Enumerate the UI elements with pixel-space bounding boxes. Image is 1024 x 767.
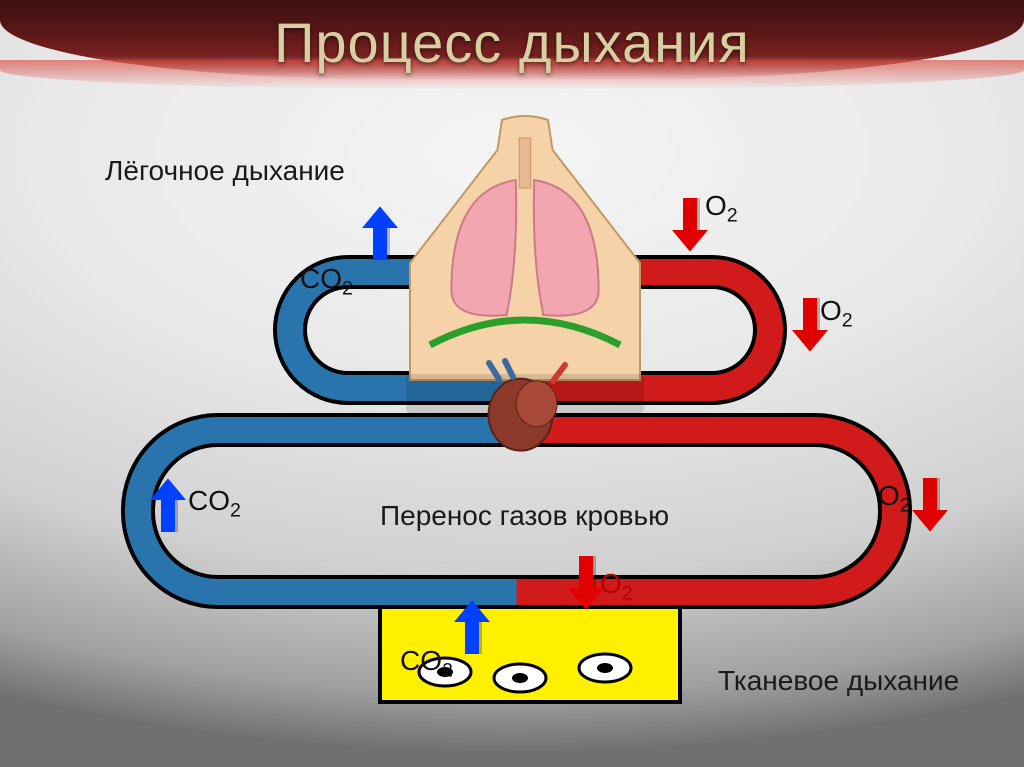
tissue-cell-nucleus: [512, 673, 528, 683]
diagram-svg: [0, 0, 1024, 767]
o2-tissue-label: O2: [600, 568, 633, 606]
diagram: Лёгочное дыхание Перенос газов кровью Тк…: [0, 0, 1024, 767]
o2-body-loop-label: O2: [878, 480, 911, 518]
co2-body-loop-label: CO2: [188, 485, 241, 523]
torso: [406, 116, 644, 414]
o2-down-lung-arrow: [672, 198, 708, 252]
tissue-label: Тканевое дыхание: [718, 665, 959, 697]
trachea: [519, 138, 531, 188]
co2-up-lung-arrow: [362, 206, 398, 260]
co2-lung-label: CO2: [300, 263, 353, 301]
slide: Процесс дыхания Лёгочное дыхание Перенос…: [0, 0, 1024, 767]
o2-body-loop-arrow: [912, 478, 948, 532]
o2-pulm-loop-label: O2: [820, 295, 853, 333]
tissue-cell-nucleus: [597, 663, 613, 673]
o2-lung-label: O2: [705, 190, 738, 228]
pulmonary-label: Лёгочное дыхание: [105, 155, 345, 187]
transport-label: Перенос газов кровью: [380, 500, 669, 532]
co2-tissue-label: CO2: [400, 645, 453, 683]
